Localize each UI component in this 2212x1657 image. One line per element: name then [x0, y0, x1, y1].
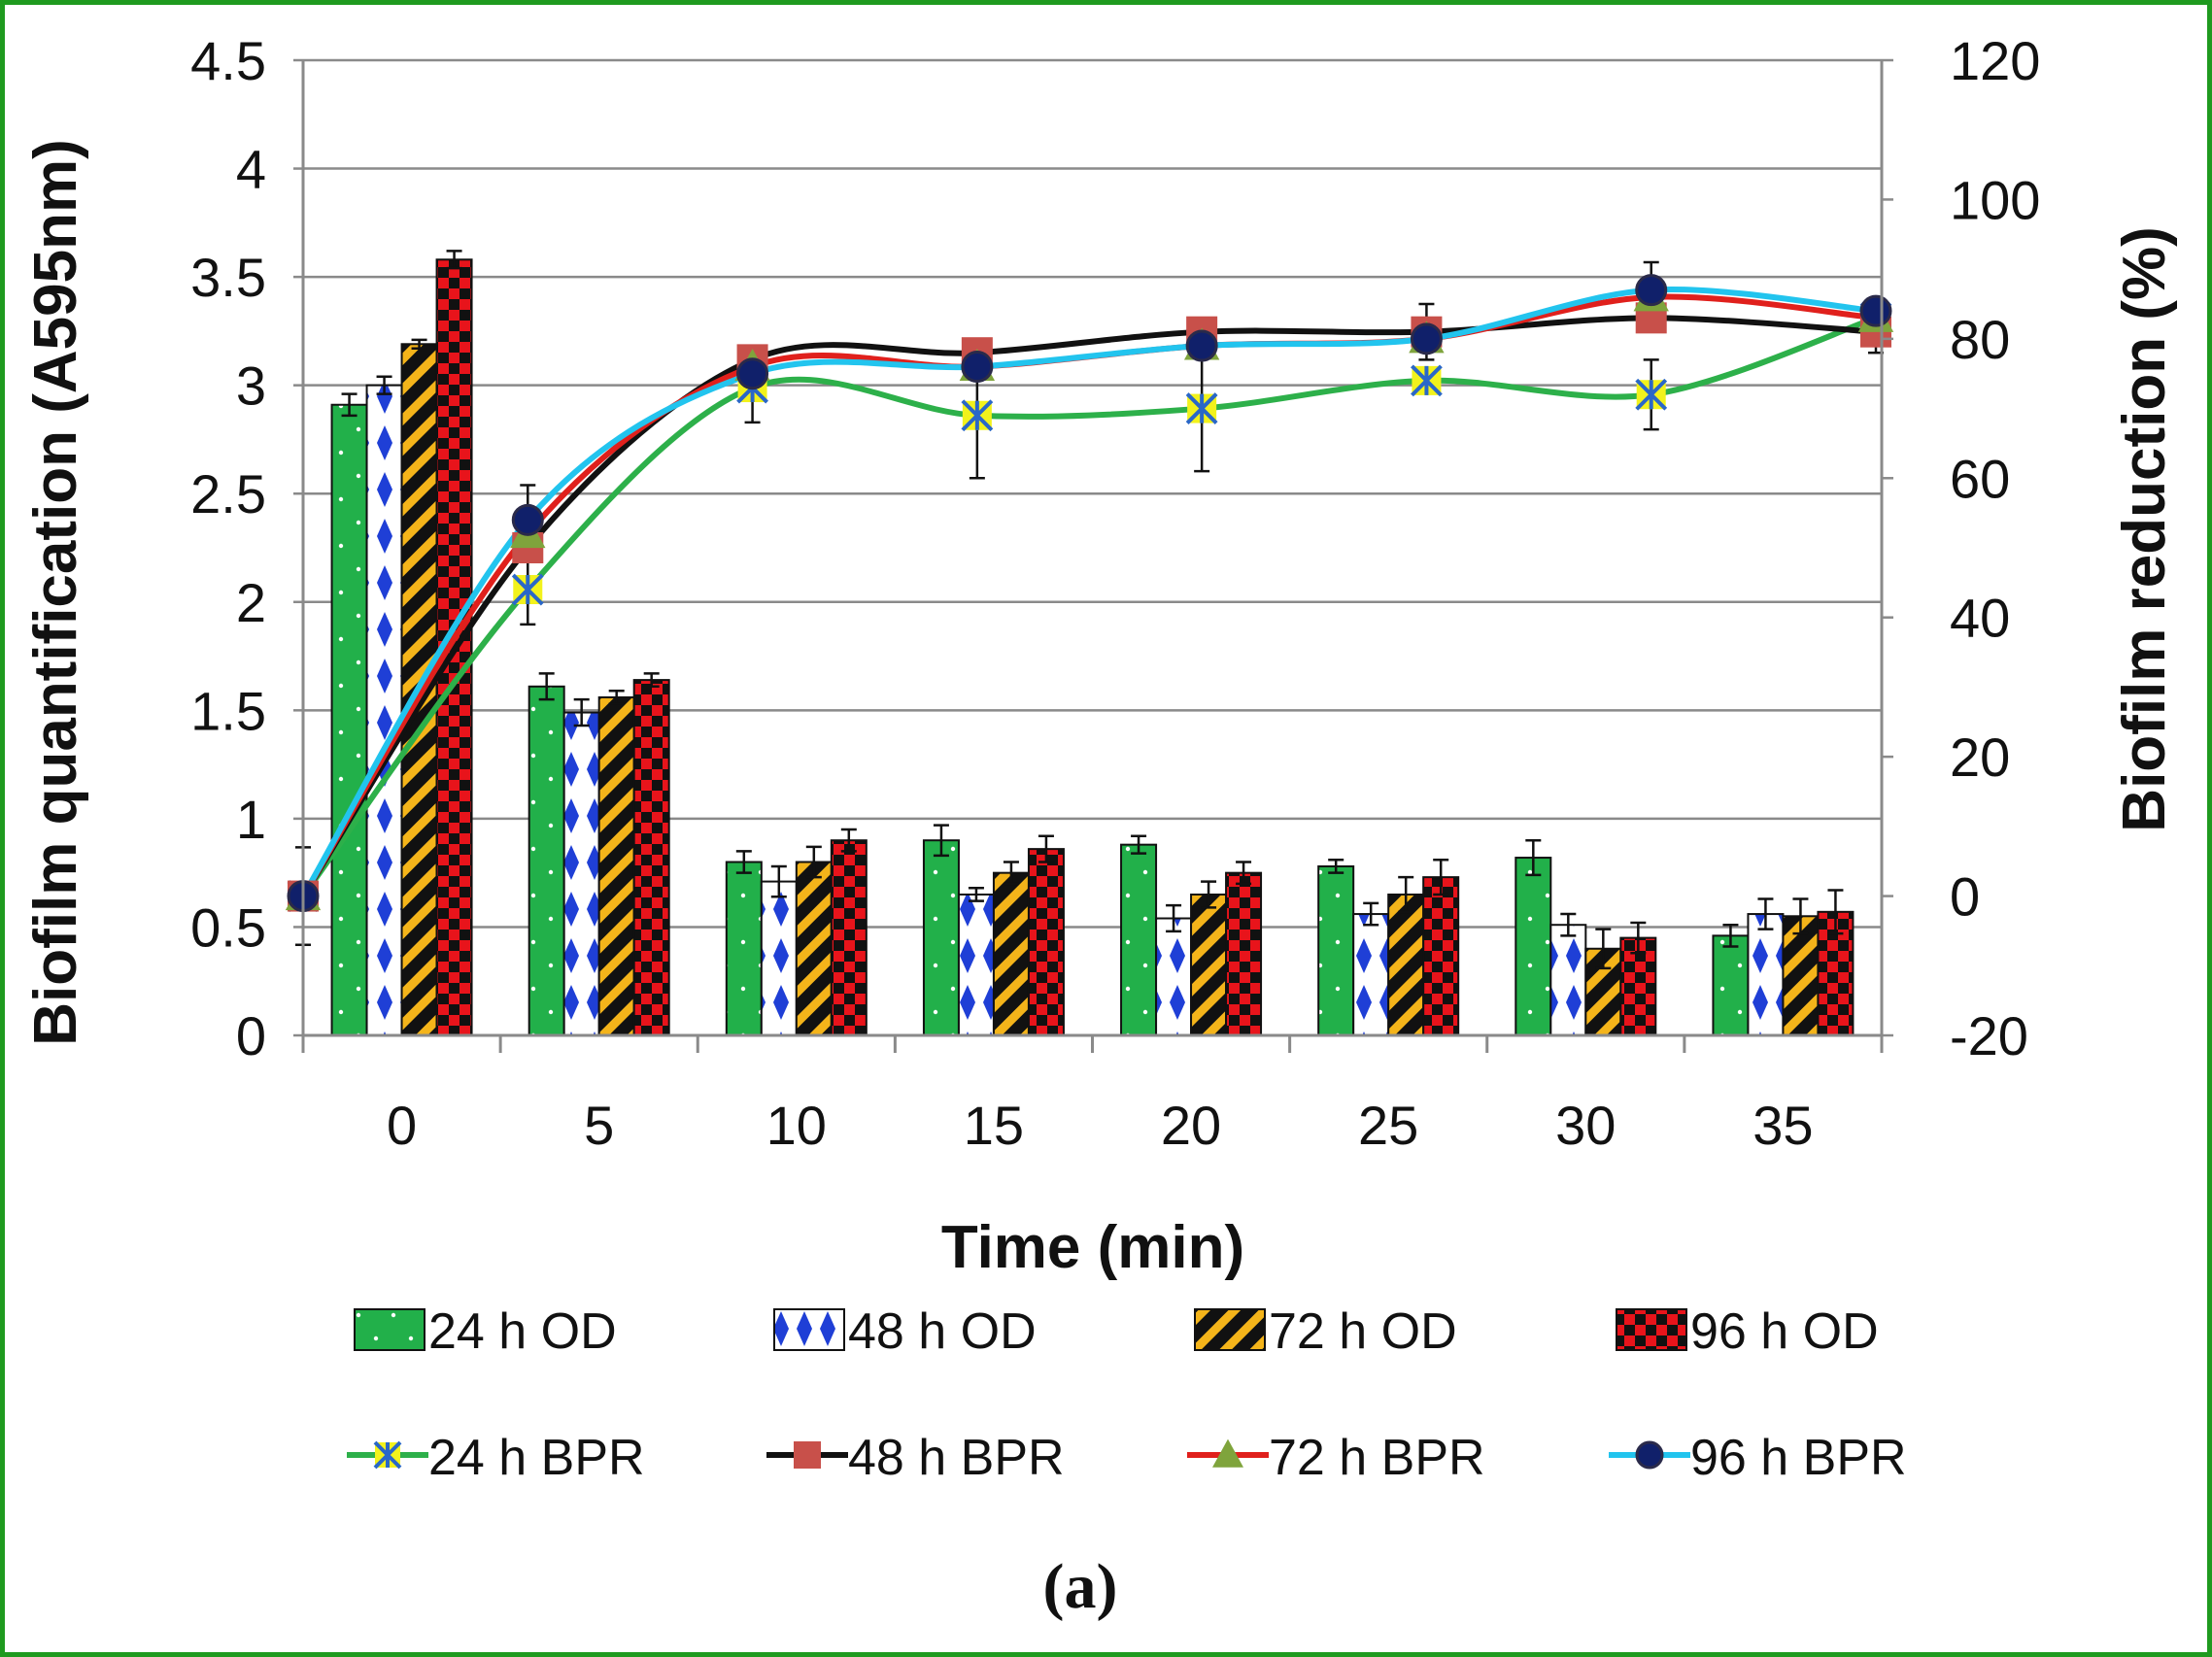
bar — [1352, 913, 1390, 1037]
axes: 0 0.5 1 1.5 2 2.5 3 3.5 4 4.5 -20 0 20 40 60 80 100 120 0 5… — [190, 30, 2040, 1156]
y-tick-label: 2.5 — [190, 463, 266, 524]
y-tick-label: 1.5 — [190, 680, 266, 741]
line-point — [961, 351, 994, 384]
bar — [1514, 857, 1552, 1036]
legend-swatch — [354, 1308, 425, 1351]
bar — [795, 861, 833, 1036]
bar — [725, 861, 763, 1036]
x-tick-label: 5 — [584, 1095, 614, 1156]
legend-label: 96 h BPR — [1690, 1430, 1907, 1486]
line-point — [1411, 364, 1443, 397]
line-point — [1635, 378, 1668, 411]
line-point — [1859, 294, 1892, 327]
x-tick-label: 30 — [1555, 1095, 1616, 1156]
y2-tick-label: 40 — [1950, 588, 2010, 649]
bar — [1549, 924, 1587, 1036]
y-tick-label: 4.5 — [190, 30, 266, 91]
y-tick-label: 3 — [236, 355, 266, 417]
y-tick-label: 1 — [236, 789, 266, 850]
lines — [285, 260, 1894, 947]
line-point — [1635, 274, 1668, 307]
y2-tick-label: 60 — [1950, 448, 2010, 509]
line-point — [1635, 1440, 1664, 1470]
legend-label: 48 h BPR — [848, 1430, 1065, 1486]
line-point — [736, 357, 769, 390]
line-point — [511, 573, 544, 606]
panel-label: (a) — [1043, 1551, 1118, 1622]
line-point — [1212, 1438, 1243, 1468]
line-point — [1185, 329, 1218, 362]
y-axis-title: Biofilm quantification (A595nm) — [22, 139, 89, 1045]
y2-tick-label: 100 — [1950, 169, 2040, 230]
x-tick-label: 35 — [1753, 1095, 1813, 1156]
bar — [1747, 913, 1785, 1037]
line-point — [794, 1441, 821, 1469]
bar — [1190, 893, 1228, 1036]
x-tick-label: 0 — [387, 1095, 417, 1156]
legend: 24 h OD 48 h OD 72 h OD 96 h OD 24 h BPR 48 h… — [347, 1303, 1907, 1486]
line-point — [1410, 322, 1443, 355]
bar — [632, 679, 670, 1036]
bars — [330, 250, 1855, 1037]
bar — [1225, 871, 1263, 1037]
bar — [1027, 848, 1065, 1036]
y2-tick-label: 20 — [1950, 727, 2010, 788]
y2-tick-label: -20 — [1950, 1005, 2028, 1066]
bar — [922, 839, 960, 1037]
bar — [992, 871, 1030, 1037]
bar — [957, 893, 995, 1036]
legend-label: 48 h OD — [848, 1303, 1037, 1360]
legend-label: 24 h OD — [428, 1303, 617, 1360]
legend-label: 96 h OD — [1690, 1303, 1879, 1360]
y2-tick-label: 120 — [1950, 30, 2040, 91]
y-tick-label: 2 — [236, 572, 266, 633]
legend-label: 24 h BPR — [428, 1430, 645, 1486]
line-point — [373, 1440, 402, 1470]
legend-swatch — [773, 1308, 845, 1351]
line-point — [961, 399, 994, 432]
legend-swatch — [1194, 1308, 1266, 1351]
y2-tick-label: 0 — [1950, 866, 1980, 928]
x-tick-label: 15 — [964, 1095, 1024, 1156]
bar — [1120, 843, 1158, 1037]
x-tick-label: 20 — [1161, 1095, 1221, 1156]
bar — [527, 685, 565, 1037]
bar — [760, 880, 798, 1037]
y2-tick-label: 80 — [1950, 309, 2010, 370]
y-tick-label: 4 — [236, 139, 266, 200]
x-tick-label: 25 — [1358, 1095, 1418, 1156]
bar — [830, 839, 868, 1037]
bar — [365, 384, 403, 1036]
x-tick-label: 10 — [766, 1095, 827, 1156]
bar — [1317, 864, 1355, 1036]
legend-swatch — [1616, 1308, 1687, 1351]
bar — [1422, 876, 1460, 1037]
y-tick-label: 0 — [236, 1005, 266, 1066]
bar — [1387, 893, 1425, 1036]
x-axis-title: Time (min) — [941, 1214, 1244, 1281]
bar — [562, 711, 600, 1036]
bar — [1712, 934, 1750, 1037]
y2-axis-title: Biofilm reduction (%) — [2111, 226, 2178, 831]
line-point — [1185, 392, 1218, 424]
y-tick-label: 3.5 — [190, 247, 266, 308]
bar — [597, 695, 635, 1036]
y-tick-label: 0.5 — [190, 896, 266, 958]
bar — [330, 403, 368, 1037]
legend-label: 72 h OD — [1269, 1303, 1457, 1360]
bar — [1155, 917, 1193, 1037]
legend-label: 72 h BPR — [1269, 1430, 1485, 1486]
line-point — [511, 503, 544, 536]
